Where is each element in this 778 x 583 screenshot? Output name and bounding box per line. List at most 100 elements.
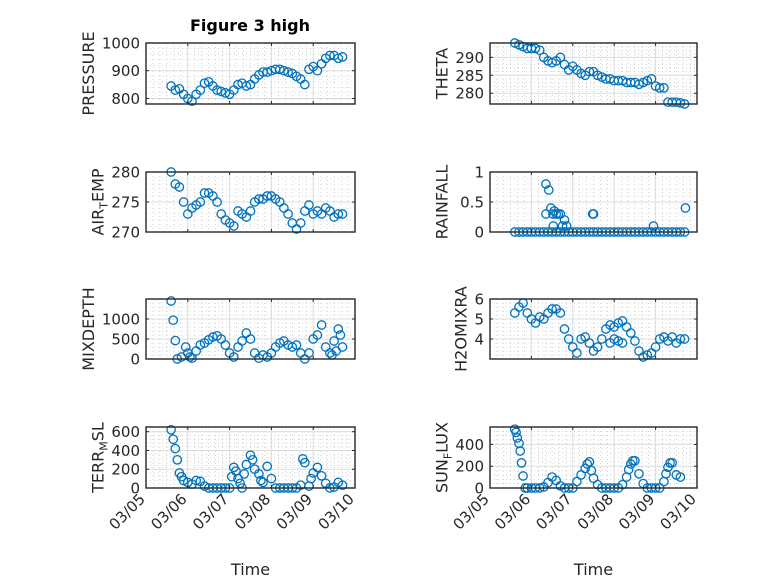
y-tick-label: 900 — [111, 62, 140, 80]
data-point — [337, 480, 348, 491]
subplot-terr-msl: 0200400600TERRMSL03/0503/0603/0703/0803/… — [89, 422, 358, 579]
x-tick-label: 03/08 — [231, 490, 274, 533]
data-point — [180, 342, 191, 352]
data-point — [172, 454, 183, 465]
data-point — [557, 221, 568, 231]
data-point — [559, 324, 570, 334]
data-point — [174, 182, 185, 192]
y-tick-label: 5 — [474, 311, 484, 329]
data-point — [228, 221, 239, 231]
data-point — [166, 296, 176, 306]
y-axis-label: H2OMIXRA — [452, 286, 471, 372]
data-point — [561, 221, 572, 231]
y-tick-label: 6 — [474, 291, 484, 309]
data-point — [274, 64, 285, 75]
x-tick-label: 03/05 — [450, 490, 493, 533]
data-point — [212, 197, 222, 207]
data-point — [634, 468, 644, 479]
axes-box — [489, 42, 698, 105]
y-axis-label: PRESSURE — [79, 31, 98, 115]
data-point — [245, 450, 256, 461]
y-tick-label: 4 — [474, 331, 484, 349]
x-tick-label: 03/10 — [657, 490, 700, 533]
y-tick-label: 0 — [130, 351, 140, 369]
data-point — [630, 336, 640, 346]
data-point — [262, 67, 273, 77]
axes-box — [145, 298, 356, 360]
data-point — [283, 67, 293, 77]
x-tick-label: 03/07 — [189, 490, 232, 533]
data-point — [178, 197, 189, 207]
subplot-sun-flux: 0 200 400SUNFLUX03/0503/0603/0703/0803/090… — [433, 422, 700, 579]
data-point — [588, 209, 599, 219]
x-tick-label: 03/09 — [273, 490, 316, 533]
y-tick-label: 290 — [455, 49, 484, 67]
data-point — [283, 209, 293, 219]
data-point — [312, 462, 323, 473]
data-point — [254, 194, 264, 204]
data-point — [333, 324, 344, 334]
data-point — [325, 50, 335, 61]
axes-box — [489, 426, 698, 489]
data-point — [333, 53, 344, 64]
data-point — [518, 471, 528, 481]
data-point — [650, 342, 661, 352]
data-point — [625, 328, 636, 338]
y-tick-label: 280 — [455, 85, 484, 103]
data-point — [212, 85, 222, 95]
data-point — [166, 424, 176, 435]
y-axis-label: MIXDEPTH — [79, 287, 98, 370]
data-point — [553, 209, 564, 219]
data-point — [329, 336, 339, 346]
axes-box — [145, 42, 356, 105]
data-point — [312, 330, 323, 340]
data-point — [335, 330, 346, 340]
y-tick-label: 400 — [455, 436, 484, 454]
data-point — [316, 470, 327, 481]
data-point — [233, 473, 243, 484]
y-tick-label: 270 — [111, 224, 140, 242]
data-point — [547, 304, 557, 314]
data-point — [584, 66, 595, 77]
data-point — [199, 78, 210, 89]
y-tick-label: 200 — [455, 458, 484, 476]
data-point — [168, 315, 179, 326]
data-point — [680, 203, 691, 213]
data-point — [195, 197, 206, 207]
data-point — [168, 434, 179, 445]
y-tick-label: 0.5 — [460, 194, 484, 212]
data-point — [312, 65, 323, 76]
data-point — [333, 209, 344, 219]
data-point — [543, 185, 554, 195]
x-tick-label: 03/09 — [615, 490, 658, 533]
data-point — [170, 335, 181, 346]
data-point — [258, 477, 268, 488]
data-point — [170, 85, 181, 95]
data-point — [316, 320, 327, 330]
data-point — [247, 454, 258, 465]
data-point — [185, 352, 195, 362]
data-point — [262, 191, 273, 201]
data-point — [170, 443, 181, 454]
y-axis-label: THETA — [433, 48, 452, 100]
x-tick-label: 03/07 — [532, 490, 575, 533]
data-point — [623, 464, 634, 475]
data-point — [661, 468, 671, 479]
data-point — [199, 188, 210, 198]
data-point — [295, 218, 306, 228]
x-tick-label: 03/05 — [106, 490, 149, 533]
y-tick-label: 400 — [111, 442, 140, 460]
data-point — [675, 334, 686, 344]
data-point — [596, 334, 607, 344]
data-point — [299, 79, 310, 90]
y-tick-label: 1000 — [102, 311, 140, 329]
axes-box — [145, 426, 356, 489]
data-point — [191, 475, 202, 486]
y-tick-label: 600 — [111, 423, 140, 441]
data-point — [572, 348, 582, 358]
data-point — [563, 334, 574, 344]
x-tick-label: 03/08 — [574, 490, 617, 533]
